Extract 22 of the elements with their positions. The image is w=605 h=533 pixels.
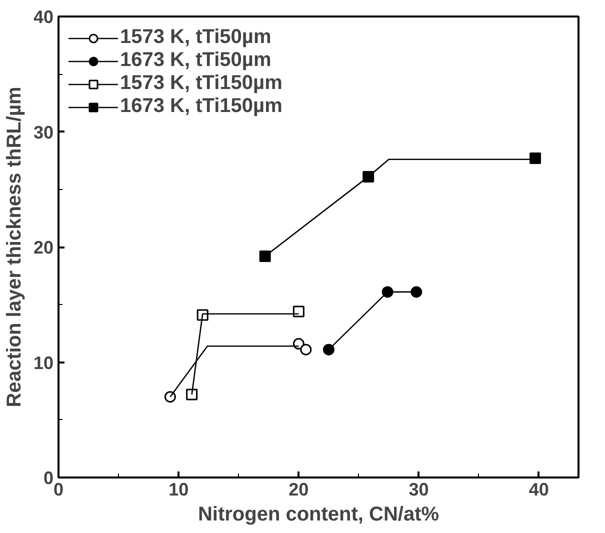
point [164, 391, 176, 403]
x-tick-label: 40 [528, 480, 549, 500]
legend-label: 1673 K, tTi150µm [120, 95, 282, 118]
y-tick-label: 30 [33, 122, 54, 142]
x-tick-label: 20 [288, 480, 309, 500]
legend-label: 1673 K, tTi50µm [120, 49, 272, 72]
point [530, 152, 542, 164]
x-tick-label: 10 [168, 480, 189, 500]
point [292, 306, 304, 318]
y-tick-label: 20 [33, 238, 54, 258]
legend-label: 1573 K, tTi50µm [120, 26, 272, 49]
legend-label: 1573 K, tTi150µm [120, 72, 282, 95]
point [186, 388, 198, 400]
y-tick-label: 10 [33, 352, 54, 373]
x-tick-label: 30 [408, 480, 429, 500]
y-axis-title: Reaction layer thickness thRL/µm [3, 86, 26, 408]
x-axis-title: Nitrogen content, CN/at% [198, 504, 440, 526]
point [322, 344, 334, 356]
y-tick-label: 40 [33, 7, 54, 27]
point [300, 344, 312, 356]
point [410, 286, 422, 298]
point [259, 250, 271, 262]
